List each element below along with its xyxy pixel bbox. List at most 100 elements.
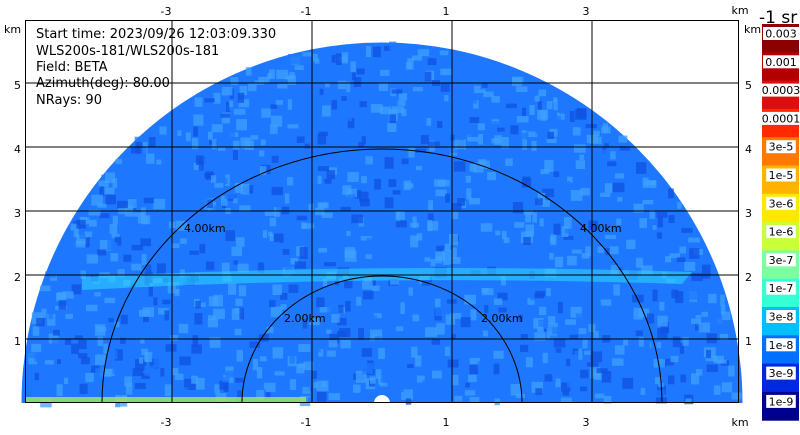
beta-field-cell: [318, 349, 324, 357]
beta-field-cell: [229, 105, 238, 112]
beta-field-cell: [111, 242, 118, 247]
beta-field-cell: [698, 358, 705, 368]
beta-field-cell: [402, 223, 414, 231]
beta-field-cell: [449, 313, 462, 319]
beta-field-cell: [652, 281, 657, 287]
beta-field-cell: [99, 213, 110, 219]
beta-field-cell: [395, 220, 407, 228]
beta-field-cell: [328, 393, 340, 400]
beta-field-cell: [698, 322, 710, 333]
beta-field-cell: [410, 235, 419, 248]
x-tick-bottom-neg1: -1: [301, 416, 312, 429]
beta-field-cell: [120, 337, 126, 344]
beta-field-cell: [549, 252, 554, 260]
beta-field-cell: [28, 353, 37, 365]
beta-field-cell: [288, 284, 299, 293]
beta-field-cell: [112, 215, 118, 225]
beta-field-cell: [348, 47, 356, 54]
beta-field-cell: [313, 382, 319, 389]
beta-field-cell: [231, 246, 242, 257]
beta-field-cell: [374, 336, 382, 343]
beta-field-cell: [514, 222, 525, 228]
beta-field-cell: [177, 387, 189, 394]
beta-field-cell: [206, 199, 213, 209]
beta-field-cell: [553, 99, 558, 111]
beta-field-cell: [580, 369, 589, 379]
beta-field-cell: [265, 392, 271, 400]
beta-field-cell: [296, 215, 307, 221]
beta-field-cell: [416, 233, 423, 241]
beta-field-cell: [127, 199, 137, 209]
ground-return-strip: [26, 397, 306, 402]
beta-field-cell: [141, 348, 148, 355]
beta-field-cell: [669, 253, 680, 259]
beta-field-cell: [614, 345, 625, 355]
beta-field-cell: [713, 385, 721, 395]
beta-field-cell: [412, 314, 420, 322]
beta-field-cell: [117, 269, 125, 277]
beta-field-cell: [172, 185, 185, 192]
beta-field-sector: [21, 41, 743, 408]
beta-field-cell: [706, 364, 718, 372]
beta-field-cell: [534, 198, 543, 206]
beta-field-cell: [380, 69, 390, 76]
beta-field-cell: [351, 72, 356, 81]
beta-field-cell: [141, 146, 147, 157]
beta-field-cell: [600, 299, 612, 306]
beta-field-cell: [659, 302, 665, 311]
beta-field-cell: [649, 210, 655, 219]
beta-field-cell: [365, 156, 373, 165]
beta-field-cell: [233, 260, 238, 265]
beta-field-cell: [685, 398, 692, 404]
beta-field-cell: [575, 230, 582, 236]
beta-field-cell: [238, 164, 250, 169]
beta-field-cell: [164, 384, 173, 397]
beta-field-cell: [244, 140, 254, 150]
colorbar-title: -1 sr: [759, 8, 798, 28]
beta-field-cell: [677, 202, 682, 209]
beta-field-cell: [145, 264, 152, 273]
beta-field-cell: [569, 265, 582, 271]
beta-field-cell: [71, 362, 78, 373]
beta-field-cell: [372, 148, 385, 156]
beta-field-cell: [465, 175, 471, 183]
beta-field-cell: [483, 355, 489, 361]
range-ring: [241, 275, 523, 403]
beta-field-cell: [326, 329, 332, 334]
beta-field-cell: [596, 302, 602, 310]
x-tick-top-neg1: -1: [301, 5, 312, 18]
beta-field-cell: [191, 375, 198, 384]
beta-field-cell: [347, 194, 356, 199]
beta-field-cell: [252, 358, 258, 371]
beta-field-cell: [361, 136, 366, 145]
beta-field-cell: [609, 246, 619, 255]
beta-field-cell: [337, 317, 347, 326]
beta-field-cell: [301, 93, 307, 100]
beta-field-cell: [324, 178, 332, 184]
beta-field-cell: [641, 265, 653, 276]
beta-field-cell: [405, 398, 412, 405]
beta-field-cell: [221, 86, 233, 96]
beta-field-cell: [269, 300, 276, 308]
beta-field-cell: [327, 302, 332, 315]
beta-field-cell: [562, 197, 572, 205]
beta-field-cell: [240, 183, 250, 195]
beta-field-cell: [716, 359, 727, 364]
beta-field-cell: [618, 135, 628, 143]
beta-field-cell: [337, 330, 347, 338]
beta-field-cell: [79, 234, 86, 239]
beta-field-cell: [97, 336, 104, 346]
beta-field-cell: [85, 237, 90, 248]
beta-field-cell: [512, 202, 524, 214]
beta-field-cell: [656, 232, 663, 239]
beta-field-cell: [596, 149, 608, 161]
beta-field-cell: [593, 130, 600, 136]
beta-field-cell: [469, 357, 480, 365]
beta-field-cell: [389, 114, 396, 124]
beta-field-cell: [401, 389, 413, 400]
beta-field-cell: [54, 316, 64, 323]
beta-field-cell: [642, 200, 654, 205]
beta-field-cell: [350, 61, 356, 72]
beta-field-cell: [156, 216, 164, 225]
beta-field-cell: [424, 257, 431, 262]
